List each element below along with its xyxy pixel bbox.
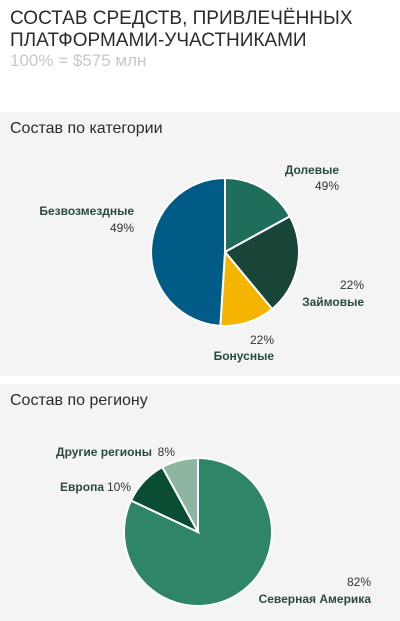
page-title: СОСТАВ СРЕДСТВ, ПРИВЛЕЧЁННЫХ ПЛАТФОРМАМИ… — [10, 8, 353, 51]
category-label-pct-0: 49% — [315, 179, 339, 193]
category-slice-0 — [224, 176, 292, 254]
section-header-region: Состав по региону — [0, 384, 400, 418]
region-pie-chart: Северная Америка 82% Европа 10% Другие регио… — [56, 445, 372, 607]
region-label-pct-2: 8% — [158, 445, 176, 459]
category-chart-panel: Долевые 49% Займовые 22% Бонусные 22% Безвозме… — [0, 146, 400, 376]
section-title-category: Состав по категории — [10, 120, 163, 137]
region-chart-panel: Северная Америка 82% Европа 10% Другие регио… — [0, 418, 400, 621]
region-label-name-2: Другие регионы — [56, 445, 152, 459]
region-label-pct-0: 82% — [347, 575, 371, 589]
category-label-name-2: Бонусные — [214, 349, 275, 363]
section-title-region: Состав по региону — [10, 392, 148, 409]
category-label-name-0: Долевые — [285, 163, 339, 177]
category-label-pct-3: 49% — [110, 221, 134, 235]
region-label-pct-1: 10% — [107, 480, 131, 494]
category-pie-chart: Долевые 49% Займовые 22% Бонусные 22% Безвозме… — [39, 163, 364, 363]
category-slice-1 — [223, 214, 300, 311]
category-slice-3 — [150, 176, 226, 327]
header: СОСТАВ СРЕДСТВ, ПРИВЛЕЧЁННЫХ ПЛАТФОРМАМИ… — [0, 0, 400, 110]
page-subtitle: 100% = $575 млн — [10, 51, 147, 70]
region-label-name-0: Северная Америка — [259, 592, 372, 606]
category-label-pct-1: 22% — [340, 278, 364, 292]
category-label-name-1: Займовые — [302, 295, 364, 309]
region-label-name-1: Европа — [60, 480, 104, 494]
category-label-pct-2: 22% — [250, 333, 274, 347]
region-slice-2 — [160, 456, 199, 533]
section-header-category: Состав по категории — [0, 112, 400, 146]
category-label-name-3: Безвозмездные — [39, 204, 134, 218]
